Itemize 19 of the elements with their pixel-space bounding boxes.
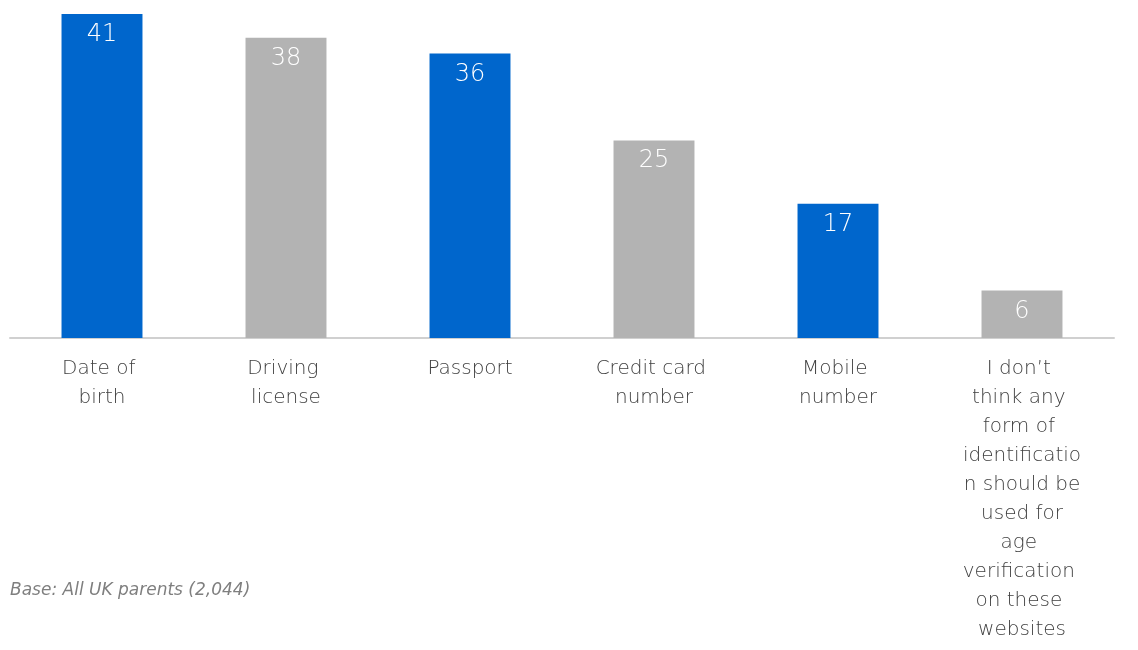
x-tick-label: Driving license [247, 354, 325, 408]
data-label: 17 [822, 208, 854, 237]
data-label: 38 [270, 42, 302, 71]
data-label: 6 [1014, 295, 1030, 324]
data-label: 36 [454, 58, 486, 87]
category-label: I don’t think any form of identification should be used for age verification on these websites [962, 354, 1082, 640]
bar [981, 290, 1063, 338]
bar [61, 14, 143, 338]
data-label: 41 [86, 19, 118, 47]
x-tick-label: Date of birth [62, 354, 142, 408]
data-label: 25 [638, 145, 670, 174]
x-tick-label: Passport [427, 354, 513, 379]
x-tick-label: Credit card number [595, 354, 713, 408]
text: Base: All UK parents (2,044) [10, 578, 251, 599]
bar [797, 203, 879, 338]
bar [429, 53, 511, 338]
bar [245, 37, 327, 338]
x-tick-label: Mobile number [798, 354, 878, 408]
bar [613, 140, 695, 338]
